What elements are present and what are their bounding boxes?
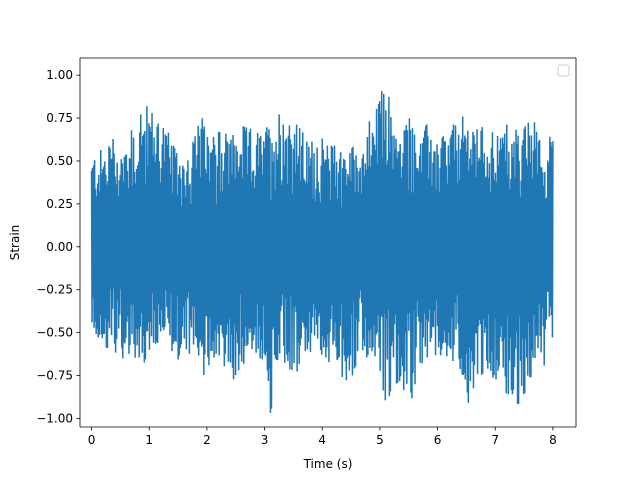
x-tick-label: 1 [145,433,153,447]
legend-box [557,64,570,77]
y-tick-label: −0.50 [36,326,73,340]
x-tick-label: 5 [376,433,384,447]
x-tick-label: 6 [434,433,442,447]
x-tick-label: 0 [88,433,96,447]
series-line [90,91,554,413]
x-tick-label: 4 [318,433,326,447]
y-tick-label: 1.00 [46,68,73,82]
x-tick-label: 3 [261,433,269,447]
y-tick-label: 0.00 [46,240,73,254]
y-tick-label: 0.75 [46,111,73,125]
y-tick-label: 0.25 [46,197,73,211]
x-axis-label: Time (s) [303,457,353,471]
y-tick-label: 0.50 [46,154,73,168]
y-axis-label: Strain [8,225,22,261]
series-layer [90,91,554,413]
y-tick-label: −0.75 [36,369,73,383]
x-tick-label: 8 [549,433,557,447]
axes-frame [79,57,577,428]
x-tick-label: 2 [203,433,211,447]
y-tick-label: −0.25 [36,283,73,297]
x-tick-label: 7 [491,433,499,447]
y-tick-label: −1.00 [36,411,73,425]
x-axis-ticks: 0 1 2 3 4 5 6 7 8 [88,427,557,447]
y-axis-ticks: −1.00 −0.75 −0.50 −0.25 0.00 0.25 0.50 0.75 1.00 [36,68,80,425]
